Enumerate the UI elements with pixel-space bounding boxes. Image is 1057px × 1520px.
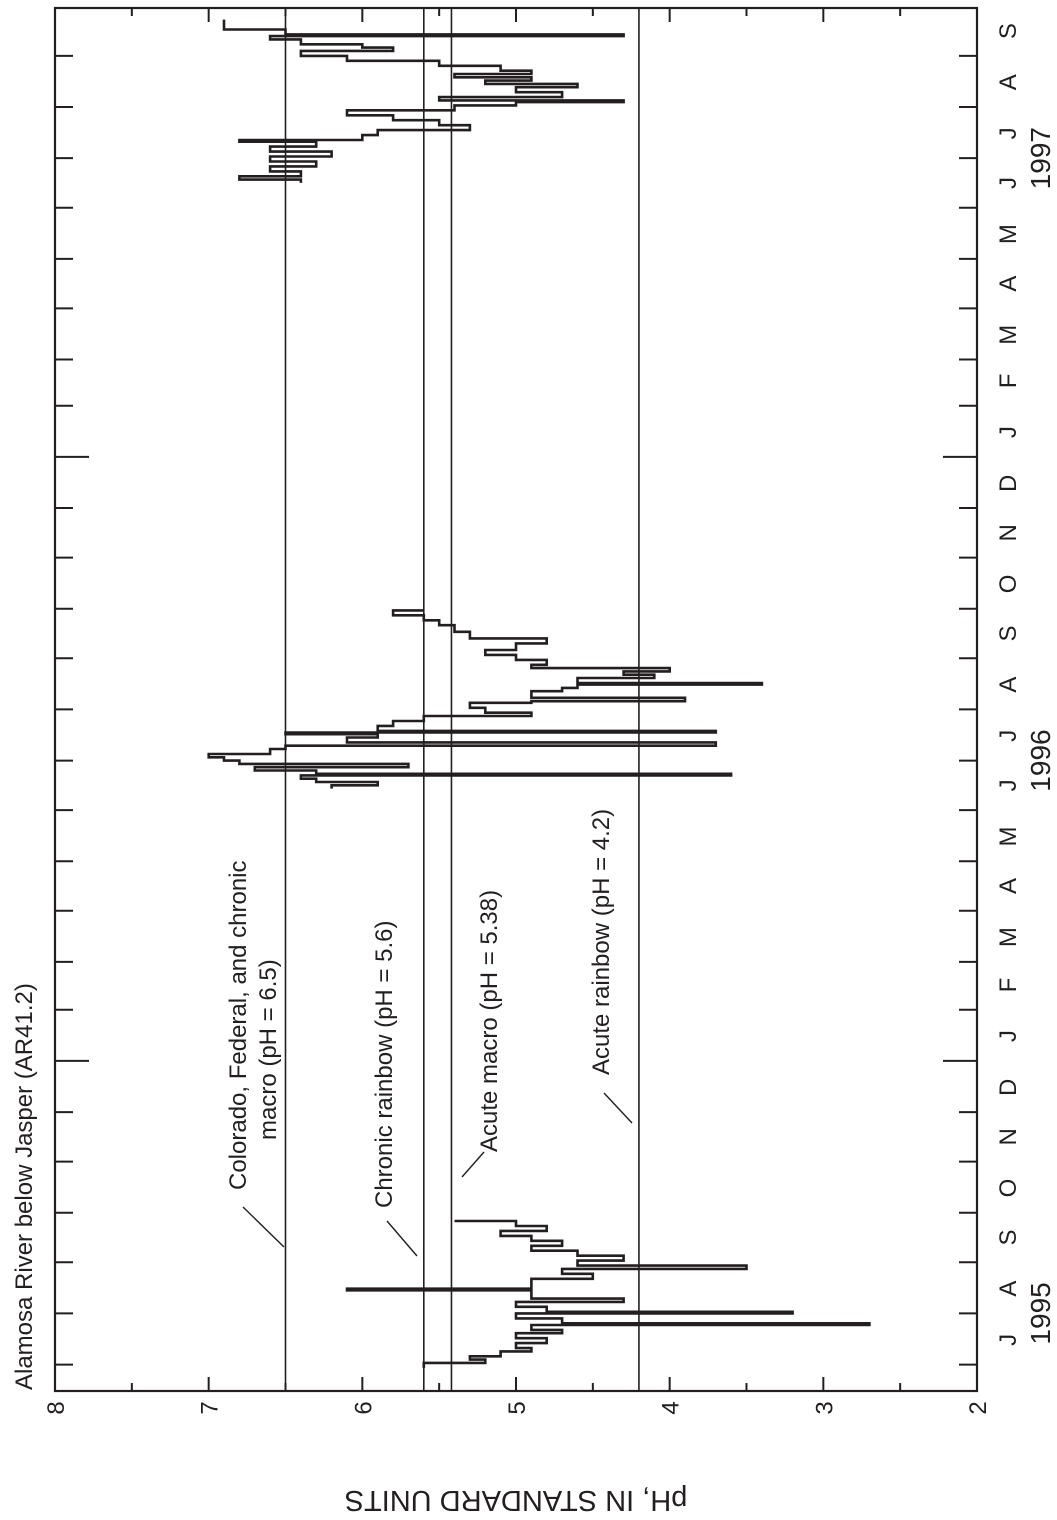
criterion-label-chronic-rainbow: Chronic rainbow (pH = 5.6): [371, 921, 398, 1208]
month-tick-label: N: [995, 1128, 1022, 1145]
month-tick-label: J: [995, 127, 1022, 139]
month-tick-label: D: [995, 475, 1022, 492]
month-tick-label: J: [995, 177, 1022, 189]
y-tick-label: 2: [965, 1401, 992, 1414]
month-tick-label: A: [995, 677, 1022, 693]
month-tick-label: M: [995, 224, 1022, 244]
month-tick-label: J: [995, 1334, 1022, 1346]
leader-line: [603, 1092, 633, 1124]
leader-line: [386, 1220, 418, 1257]
month-tick-label: A: [995, 74, 1022, 90]
month-tick-label: A: [995, 276, 1022, 292]
month-tick-label: S: [995, 1230, 1022, 1246]
criterion-label-acute-macro: Acute macro (pH = 5.38): [476, 890, 503, 1152]
month-tick-label: J: [995, 779, 1022, 791]
data-series: [207, 19, 871, 1368]
year-label: 1997: [1025, 127, 1056, 189]
month-tick-label: O: [995, 1179, 1022, 1198]
criterion-label-colorado-line2: macro (pH = 6.5): [255, 959, 282, 1140]
month-tick-label: O: [995, 575, 1022, 594]
month-tick-label: S: [995, 23, 1022, 39]
criterion-label-colorado-line1: Colorado, Federal, and chronic: [225, 860, 252, 1190]
y-tick-label: 7: [197, 1401, 224, 1414]
y-axis-label: pH, IN STANDARD UNITS: [345, 1484, 688, 1516]
criterion-label-acute-rainbow: Acute rainbow (pH = 4.2): [588, 809, 615, 1075]
month-tick-label: A: [995, 878, 1022, 894]
month-tick-label: J: [995, 730, 1022, 742]
month-tick-label: F: [995, 978, 1022, 993]
month-tick-label: M: [995, 325, 1022, 345]
y-axis: 2 3 4 5 6 7 8: [43, 8, 992, 1415]
month-tick-label: J: [995, 1030, 1022, 1042]
month-tick-label: M: [995, 927, 1022, 947]
y-tick-label: 4: [658, 1401, 685, 1414]
y-tick-label: 8: [43, 1401, 70, 1414]
month-tick-label: A: [995, 1281, 1022, 1297]
ph-series-line: [222, 19, 625, 183]
plot-frame: [53, 6, 979, 1393]
ph-series-line: [207, 609, 764, 789]
month-tick-label: F: [995, 374, 1022, 389]
chart-title: Alamosa River below Jasper (AR41.2): [11, 983, 38, 1390]
criteria-lines: [284, 8, 640, 1391]
month-tick-label: D: [995, 1079, 1022, 1096]
y-tick-label: 5: [504, 1401, 531, 1414]
x-axis: J A S O N D J F M A M J J A S O N D J F M A M J J A S 1995 1996 1997: [55, 23, 1056, 1366]
month-tick-label: M: [995, 826, 1022, 846]
y-tick-label: 6: [350, 1401, 377, 1414]
y-tick-label: 3: [811, 1401, 838, 1414]
month-tick-label: S: [995, 625, 1022, 641]
month-tick-label: J: [995, 426, 1022, 438]
leader-line: [461, 1151, 485, 1178]
year-label: 1996: [1025, 729, 1056, 791]
ph-series-line: [345, 1219, 871, 1368]
year-label: 1995: [1025, 1282, 1056, 1344]
month-tick-label: N: [995, 524, 1022, 541]
leader-line: [242, 1206, 285, 1248]
